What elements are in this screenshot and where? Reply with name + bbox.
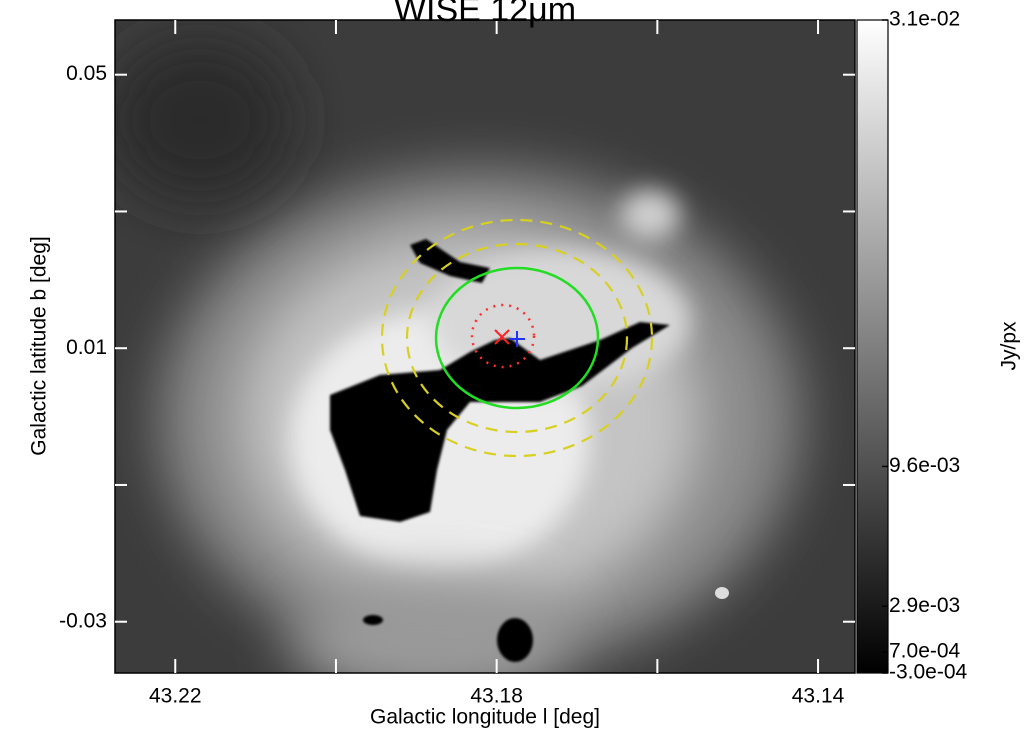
ticks: 43.22 43.18 43.14 0.05 0.01 -0.03 3.1e-02 9.6e-… [59, 8, 967, 708]
x-axis-label: Galactic longitude l [deg] [370, 706, 600, 729]
colorbar-tick-label: 2.9e-03 [889, 594, 960, 617]
y-tick-label: 0.01 [66, 336, 107, 359]
chart-title: WISE 12μm [394, 0, 576, 29]
x-tick-label: 43.22 [149, 685, 202, 708]
y-tick-label: -0.03 [59, 609, 107, 632]
colorbar-label: Jy/px [998, 321, 1021, 371]
colorbar-tick-label: 7.0e-04 [889, 640, 961, 663]
colorbar [856, 19, 889, 674]
plot-frame [114, 19, 856, 674]
x-tick-label: 43.14 [792, 685, 845, 708]
y-tick-label: 0.05 [66, 62, 107, 85]
colorbar-tick-label: 9.6e-03 [889, 454, 960, 477]
image [115, 20, 855, 673]
y-axis-label: Galactic latitude b [deg] [28, 236, 51, 455]
colorbar-tick-label: -3.0e-04 [889, 661, 968, 684]
colorbar-tick-label: 3.1e-02 [889, 8, 960, 31]
x-tick-label: 43.18 [470, 685, 523, 708]
